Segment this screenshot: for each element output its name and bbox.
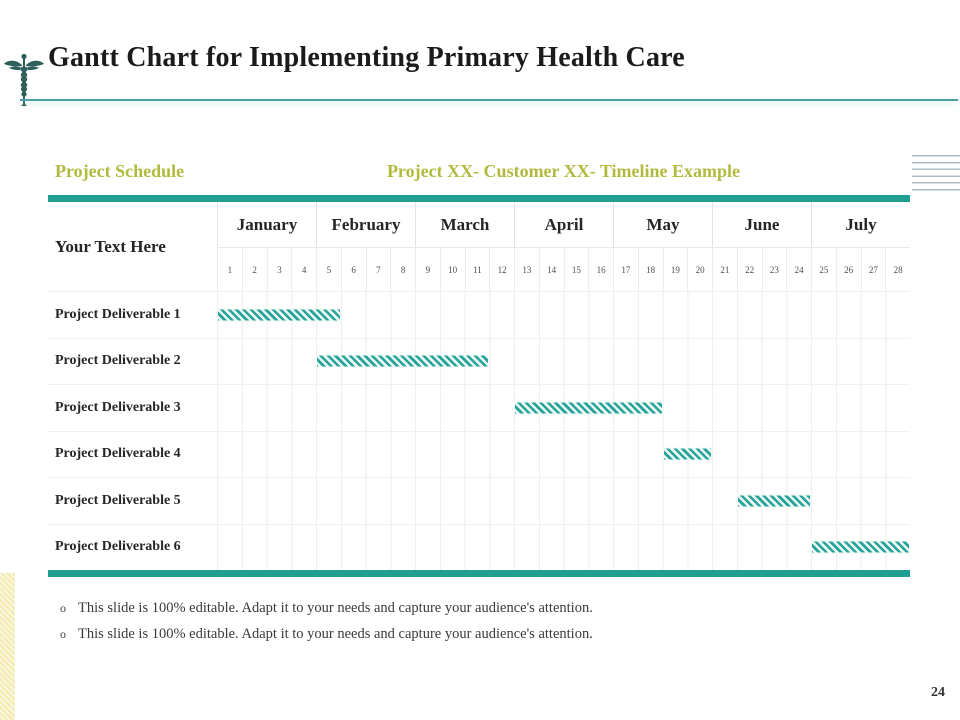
slide-title: Gantt Chart for Implementing Primary Hea… (48, 42, 685, 73)
project-schedule-label: Project Schedule (55, 161, 185, 181)
day-column-header: 28 (885, 247, 910, 291)
left-accent-strip (0, 573, 15, 720)
bullet-item: o This slide is 100% editable. Adapt it t… (60, 600, 593, 617)
gantt-bar (736, 494, 811, 508)
month-header-july: July (811, 202, 910, 247)
day-column-header: 27 (860, 247, 886, 291)
month-header-april: April (514, 202, 613, 247)
title-divider (20, 99, 958, 101)
gantt-bar (662, 447, 712, 461)
day-column-header: 20 (687, 247, 712, 291)
task-track (217, 291, 910, 338)
timeline-title: Project XX- Customer XX- Timeline Exampl… (386, 161, 741, 181)
task-label: Project Deliverable 2 (48, 337, 217, 385)
table-bottom-border (48, 570, 910, 577)
day-column-header: 14 (538, 247, 564, 291)
day-column-header: 21 (712, 247, 737, 291)
task-track (217, 337, 910, 384)
month-header-february: February (316, 202, 415, 247)
day-column-header: 7 (365, 247, 391, 291)
day-column-header: 12 (489, 247, 514, 291)
gantt-grid: Your Text Here January February March April… (48, 202, 910, 570)
day-column-header: 26 (835, 247, 861, 291)
bullet-text: This slide is 100% editable. Adapt it to… (78, 600, 593, 616)
task-label: Project Deliverable 4 (48, 430, 217, 478)
day-column-header: 15 (563, 247, 589, 291)
task-track (217, 384, 910, 431)
day-column-header: 8 (390, 247, 415, 291)
day-column-header: 10 (439, 247, 465, 291)
gantt-bar (514, 401, 663, 415)
day-column-header: 13 (514, 247, 539, 291)
bullet-item: o This slide is 100% editable. Adapt it t… (60, 626, 593, 643)
bullet-list: o This slide is 100% editable. Adapt it t… (60, 600, 593, 652)
table-top-border (48, 195, 910, 202)
task-label: Project Deliverable 5 (48, 477, 217, 524)
day-column-header: 3 (266, 247, 292, 291)
bullet-marker-icon: o (60, 601, 66, 615)
gantt-chart: Your Text Here January February March April… (48, 195, 910, 577)
task-track (217, 430, 910, 477)
day-column-header: 18 (637, 247, 663, 291)
task-label: Project Deliverable 1 (48, 291, 217, 338)
gantt-bar (217, 308, 341, 322)
day-column-header: 19 (662, 247, 688, 291)
day-column-header: 16 (588, 247, 613, 291)
day-column-header: 11 (464, 247, 490, 291)
month-header-may: May (613, 202, 712, 247)
page-number: 24 (931, 685, 945, 700)
day-column-header: 24 (786, 247, 811, 291)
month-header-june: June (712, 202, 811, 247)
task-track (217, 477, 910, 524)
day-column-header: 9 (415, 247, 440, 291)
day-column-header: 6 (340, 247, 366, 291)
task-label: Project Deliverable 6 (48, 523, 217, 571)
day-column-header: 4 (291, 247, 316, 291)
task-track (217, 523, 910, 570)
table-corner-label: Your Text Here (55, 236, 166, 256)
gantt-bar (811, 540, 910, 554)
day-column-header: 17 (613, 247, 638, 291)
month-header-january: January (217, 202, 316, 247)
day-column-header: 23 (761, 247, 787, 291)
day-column-header: 25 (811, 247, 836, 291)
decorative-lines (912, 155, 960, 195)
day-column-header: 5 (316, 247, 341, 291)
month-header-march: March (415, 202, 514, 247)
day-column-header: 2 (241, 247, 267, 291)
bullet-marker-icon: o (60, 627, 66, 641)
task-label: Project Deliverable 3 (48, 384, 217, 431)
day-column-header: 1 (217, 247, 242, 291)
day-column-header: 22 (736, 247, 762, 291)
caduceus-icon (3, 53, 45, 107)
gantt-bar (316, 354, 490, 368)
bullet-text: This slide is 100% editable. Adapt it to… (78, 626, 593, 642)
